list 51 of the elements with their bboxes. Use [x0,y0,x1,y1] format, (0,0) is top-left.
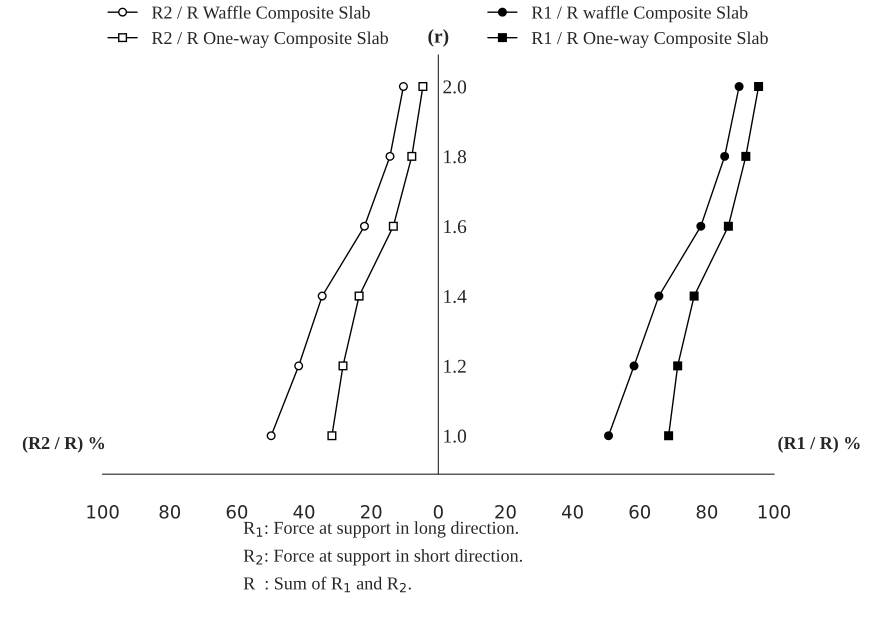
point [388,222,398,231]
text: R : Sum of R$_{1}$ and R$_{2}$. [244,576,411,592]
x-tick-label: 60 [630,505,650,519]
y-tick-label: 1.0 [444,430,466,443]
x-tick-label: 100 [758,505,790,519]
x-tick-label: 100 [87,505,119,519]
y-tick-label: 1.4 [444,290,466,304]
point [266,431,276,440]
text: R$_{2}$: Force at support in short direction. [244,549,522,566]
point [354,292,364,301]
point [696,222,706,231]
point [338,361,348,370]
x-tick-label: 80 [160,505,180,519]
point [407,152,416,161]
point [664,431,674,440]
point [630,361,639,370]
y-tick-label: 1.8 [444,150,466,164]
x-tick-label: 60 [226,505,248,519]
x-tick-label: 40 [562,505,583,519]
point [741,152,750,161]
point [327,431,336,440]
y-tick-label: 2.0 [443,80,466,94]
text: (R1 / R) % [778,436,860,453]
y-axis-title: (r) [428,29,448,47]
point [734,82,744,92]
x-tick-label: 20 [495,505,516,519]
point [318,292,327,301]
point [724,222,733,231]
point [690,292,699,301]
point [385,152,394,161]
y-tick-label: 1.6 [444,220,466,234]
legend-label: R1 / R waffle Composite Slab [532,6,748,22]
point [418,82,428,92]
x-tick-label: 40 [293,505,314,519]
point [604,431,614,440]
point [398,82,408,92]
x-tick-label: 20 [361,505,382,519]
point [654,292,664,301]
point [294,361,304,370]
legend-label: R1 / R One-way Composite Slab [532,31,768,48]
text: R$_{1}$: Force at support in long direction. [244,521,518,538]
point [754,82,764,92]
annotation: (R2 / R) % [22,436,104,453]
point [673,361,682,370]
x-tick-label: 0 [434,505,443,519]
legend-label: R2 / R Waffle Composite Slab [152,6,370,22]
x-tick-label: 80 [696,505,718,519]
legend-label: R2 / R One-way Composite Slab [152,31,388,48]
y-tick-label: 1.2 [444,360,466,373]
point [360,222,369,231]
point [720,152,730,161]
